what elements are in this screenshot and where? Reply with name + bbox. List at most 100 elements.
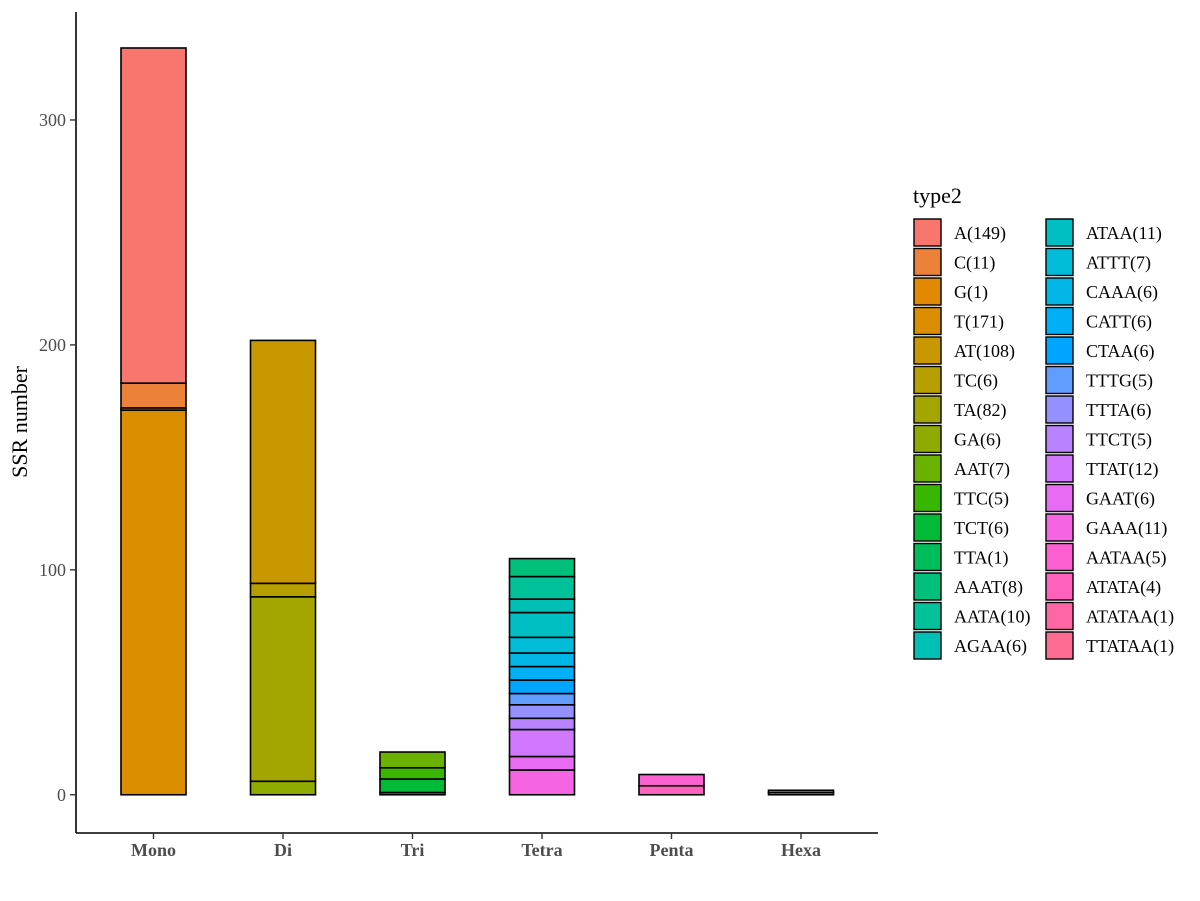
x-ticks: Mono Di Tri Tetra Penta Hexa <box>131 833 821 860</box>
legend-key-tttg-5 <box>1045 365 1074 395</box>
legend-key-agaa-6 <box>913 631 942 660</box>
bar-segment-mono-c-11 <box>120 382 187 409</box>
legend-key-at-108 <box>913 336 942 365</box>
legend-label-ga-6: GA(6) <box>954 430 1001 451</box>
legend-label-ttta-6: TTTA(6) <box>1086 400 1152 421</box>
legend-key-ttat-12 <box>1045 454 1074 483</box>
bar-segment-penta-atata-4 <box>638 784 705 796</box>
legend-label-gaaa-11: GAAA(11) <box>1086 518 1167 539</box>
legend-key-aat-7 <box>913 454 942 483</box>
legend-key-gaaa-11 <box>1045 513 1074 542</box>
bar-segment-tetra-ctaa-6 <box>508 679 576 695</box>
legend-label-ttc-5: TTC(5) <box>954 489 1009 510</box>
bar-segment-tetra-aaat-8 <box>508 557 576 578</box>
y-axis-title: SSR number <box>7 365 32 478</box>
bar-segment-di-at-108 <box>249 339 317 585</box>
legend-label-ta-82: TA(82) <box>954 400 1007 421</box>
legend-key-ttc-5 <box>913 483 942 513</box>
legend-label-ttct-5: TTCT(5) <box>1086 430 1152 451</box>
legend-key-ttataa-1 <box>1045 631 1074 660</box>
legend-label-gaat-6: GAAT(6) <box>1086 489 1155 510</box>
legend-title: type2 <box>913 183 962 208</box>
legend-label-atataa-1: ATATAA(1) <box>1086 607 1174 628</box>
legend-label-t-171: T(171) <box>954 312 1004 333</box>
legend-key-ttct-5 <box>1045 424 1074 454</box>
bar-segment-tetra-aata-10 <box>508 575 576 600</box>
legend-label-attt-7: ATTT(7) <box>1086 253 1151 274</box>
legend-label-aaat-8: AAAT(8) <box>954 577 1023 598</box>
legend-key-atataa-1 <box>1045 601 1074 631</box>
legend-key-caaa-6 <box>1045 277 1074 306</box>
bar-segment-tetra-caaa-6 <box>508 652 576 668</box>
legend-label-catt-6: CATT(6) <box>1086 312 1152 333</box>
legend-key-atata-4 <box>1045 572 1074 601</box>
bar-segment-tetra-gaat-6 <box>508 755 576 771</box>
legend-label-aat-7: AAT(7) <box>954 459 1010 480</box>
legend-label-c-11: C(11) <box>954 253 995 274</box>
legend-key-ta-82 <box>913 395 942 424</box>
legend-label-atata-4: ATATA(4) <box>1086 577 1161 598</box>
y-tick-label: 100 <box>39 560 66 580</box>
legend-label-tttg-5: TTTG(5) <box>1086 371 1153 392</box>
x-tick-label-tetra: Tetra <box>521 840 562 860</box>
legend-label-g-1: G(1) <box>954 282 988 303</box>
x-tick-label-hexa: Hexa <box>781 840 821 860</box>
legend-label-a-149: A(149) <box>954 223 1006 244</box>
legend-key-aata-10 <box>913 601 942 631</box>
legend-label-aataa-5: AATAA(5) <box>1086 548 1167 569</box>
bar-segment-hexa-atataa-1 <box>767 789 835 794</box>
y-tick-label: 300 <box>39 110 66 130</box>
bar-stacks <box>120 47 835 796</box>
bar-segment-tetra-catt-6 <box>508 665 576 681</box>
legend-label-ataa-11: ATAA(11) <box>1086 223 1162 244</box>
legend-label-tc-6: TC(6) <box>954 371 998 392</box>
legend-label-tta-1: TTA(1) <box>954 548 1009 569</box>
bar-segment-tetra-ttct-5 <box>508 717 576 731</box>
legend-label-aata-10: AATA(10) <box>954 607 1031 628</box>
legend-key-tct-6 <box>913 513 942 542</box>
bar-segment-tetra-attt-7 <box>508 636 576 654</box>
legend-key-ctaa-6 <box>1045 336 1074 365</box>
y-ticks: 0 100 200 300 <box>39 110 76 805</box>
legend-label-ttataa-1: TTATAA(1) <box>1086 636 1174 657</box>
bar-segment-tetra-ttta-6 <box>508 703 576 720</box>
legend-key-ttta-6 <box>1045 395 1074 424</box>
legend-key-c-11 <box>913 247 942 277</box>
bar-segment-tri-aat-7 <box>379 751 446 769</box>
bar-segment-tetra-agaa-6 <box>508 598 576 614</box>
x-tick-label-di: Di <box>274 840 292 860</box>
legend-label-tct-6: TCT(6) <box>954 518 1009 539</box>
bar-segment-penta-aataa-5 <box>638 773 705 787</box>
legend-key-gaat-6 <box>1045 483 1074 513</box>
legend-label-agaa-6: AGAA(6) <box>954 636 1027 657</box>
legend: type2 A(149) C(11) G(1) T(171) AT(108) TC(6) T… <box>913 183 1174 660</box>
legend-key-catt-6 <box>1045 306 1074 336</box>
legend-key-aataa-5 <box>1045 542 1074 572</box>
legend-key-aaat-8 <box>913 572 942 601</box>
bar-segment-mono-a-149 <box>120 47 187 384</box>
bar-segment-tetra-tttg-5 <box>508 692 576 706</box>
legend-label-caaa-6: CAAA(6) <box>1086 282 1158 303</box>
bar-segment-tetra-ataa-11 <box>508 611 576 639</box>
legend-key-tc-6 <box>913 365 942 395</box>
axes <box>75 12 878 834</box>
x-tick-label-penta: Penta <box>650 840 694 860</box>
y-tick-label: 0 <box>57 785 66 805</box>
legend-key-attt-7 <box>1045 247 1074 277</box>
legend-key-t-171 <box>913 306 942 336</box>
bar-segment-di-ta-82 <box>249 596 317 783</box>
bar-segment-tetra-ttat-12 <box>508 728 576 758</box>
bar-segment-mono-t-171 <box>120 409 187 796</box>
bar-segment-tetra-gaaa-11 <box>508 769 576 796</box>
legend-label-ctaa-6: CTAA(6) <box>1086 341 1155 362</box>
legend-key-g-1 <box>913 277 942 306</box>
legend-label-ttat-12: TTAT(12) <box>1086 459 1159 480</box>
legend-key-ga-6 <box>913 424 942 454</box>
x-tick-label-tri: Tri <box>401 840 425 860</box>
legend-label-at-108: AT(108) <box>954 341 1015 362</box>
bar-segment-di-tc-6 <box>249 582 317 598</box>
legend-key-a-149 <box>913 218 942 247</box>
x-tick-label-mono: Mono <box>131 840 176 860</box>
bar-segment-di-ga-6 <box>249 780 317 796</box>
